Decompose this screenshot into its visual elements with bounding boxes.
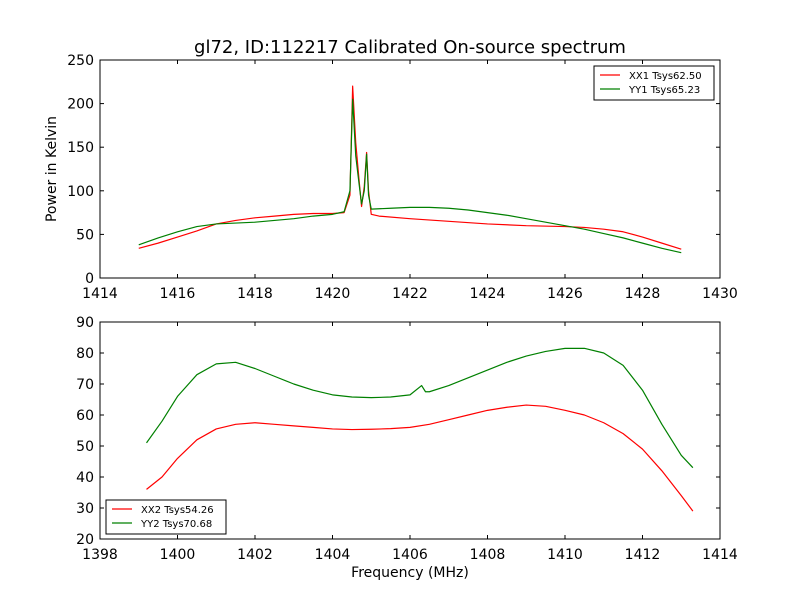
y-axis-label: Power in Kelvin (44, 116, 60, 222)
y-tick-label: 150 (67, 140, 94, 156)
legend: XX1 Tsys62.50 YY1 Tsys65.23 (593, 65, 715, 101)
y-tick-label: 20 (76, 532, 94, 548)
x-tick-label: 1420 (315, 286, 351, 302)
x-tick-label: 1426 (547, 286, 583, 302)
y-tick-label: 50 (76, 227, 94, 243)
y-tick-label: 200 (67, 97, 94, 113)
legend-label: XX2 Tsys54.26 (141, 505, 214, 516)
y-tick-label: 40 (76, 470, 94, 486)
x-tick-label: 1430 (702, 286, 738, 302)
y-tick-label: 80 (76, 346, 94, 362)
x-tick-label: 1424 (470, 286, 506, 302)
legend-label: XX1 Tsys62.50 (629, 71, 702, 82)
x-tick-label: 1408 (470, 547, 506, 563)
x-tick-label: 1414 (82, 286, 118, 302)
x-tick-label: 1412 (625, 547, 661, 563)
y-tick-label: 60 (76, 408, 94, 424)
y-tick-label: 250 (67, 53, 94, 69)
x-tick-label: 1406 (392, 547, 428, 563)
legend-label: YY2 Tsys70.68 (140, 519, 212, 530)
y-tick-label: 70 (76, 377, 94, 393)
x-tick-label: 1404 (315, 547, 351, 563)
y-tick-label: 90 (76, 315, 94, 331)
series-line-1 (146, 404, 694, 512)
series-line-1 (138, 85, 682, 250)
legend-box (105, 499, 227, 535)
x-tick-label: 1410 (547, 547, 583, 563)
x-tick-label: 1428 (625, 286, 661, 302)
x-axis-label: Frequency (MHz) (351, 565, 469, 581)
x-tick-label: 1414 (702, 547, 738, 563)
x-tick-label: 1422 (392, 286, 428, 302)
chart-title: gl72, ID:112217 Calibrated On-source spe… (194, 37, 626, 58)
x-tick-label: 1402 (237, 547, 273, 563)
y-tick-label: 100 (67, 184, 94, 200)
y-tick-label: 50 (76, 439, 94, 455)
bottom-panel: 1398 1400 1402 1404 1406 1408 1410 1412 1414 20 30… (76, 315, 738, 581)
legend-label: YY1 Tsys65.23 (628, 85, 700, 96)
legend-box (593, 65, 715, 101)
x-tick-label: 1416 (160, 286, 196, 302)
top-panel: 1414 1416 1418 1420 1422 1424 1426 1428 1430 0 50 1… (44, 53, 738, 302)
series-line-2 (138, 98, 682, 254)
y-tick-label: 30 (76, 501, 94, 517)
x-tick-label: 1400 (160, 547, 196, 563)
x-tick-label: 1398 (82, 547, 118, 563)
legend: XX2 Tsys54.26 YY2 Tsys70.68 (105, 499, 227, 535)
series-line-2 (146, 347, 694, 469)
y-tick-label: 0 (85, 271, 94, 287)
x-tick-label: 1418 (237, 286, 273, 302)
